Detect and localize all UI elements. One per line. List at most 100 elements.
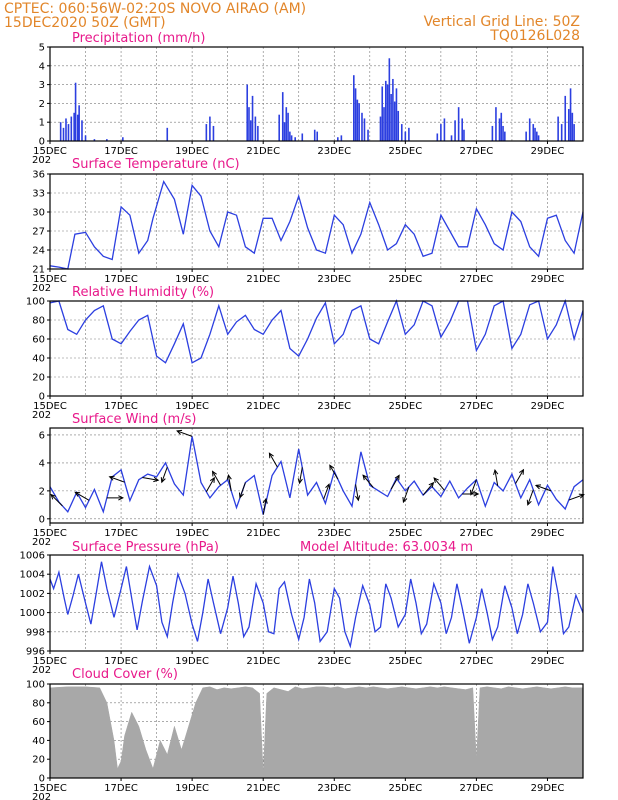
- precip-bar: [354, 88, 357, 141]
- precip-bar: [316, 131, 319, 141]
- y-tick-label: 100: [26, 680, 45, 691]
- wind-arrow: [239, 482, 246, 498]
- wind-arrow-head: [153, 476, 160, 483]
- precip-bar: [84, 135, 87, 141]
- precip-bar: [251, 95, 254, 141]
- wind-arrow-head: [74, 491, 81, 497]
- precip-bar: [313, 129, 316, 141]
- precip-bar: [294, 137, 296, 141]
- x-tick-label: 23DEC: [317, 656, 351, 667]
- wind-arrow-head: [428, 481, 435, 488]
- x-tick-label: 15DEC: [33, 656, 67, 667]
- precip-bar: [249, 120, 252, 141]
- panel-title: Precipitation (mm/h): [72, 31, 205, 46]
- wind-arrow-head: [473, 491, 480, 497]
- wind-arrow: [329, 465, 339, 480]
- x-tick-label: 29DEC: [531, 274, 565, 285]
- x-tick-label: 15DEC: [33, 783, 67, 794]
- precip-bar: [381, 86, 384, 141]
- x-tick-label: 21DEC: [246, 656, 280, 667]
- x-tick-label: 27DEC: [460, 146, 494, 157]
- x-tick-label: 15DEC: [33, 401, 67, 412]
- y-tick-label: 0: [39, 392, 45, 403]
- precip-bar: [463, 129, 465, 141]
- x-tick-label: 27DEC: [460, 274, 494, 285]
- precip-bar: [395, 88, 398, 141]
- panel-title: Surface Wind (m/s): [72, 412, 196, 427]
- panel-title: Surface Pressure (hPa): [72, 540, 219, 555]
- header-station: CPTEC: 060:56W-02:20S NOVO AIRAO (AM): [4, 1, 307, 17]
- wind-arrow-head: [534, 484, 542, 490]
- x-tick-label: 19DEC: [175, 783, 209, 794]
- x-tick-label: 25DEC: [388, 401, 422, 412]
- header-run-time: 15DEC2020 50Z (GMT): [4, 15, 166, 31]
- y-tick-label: 80: [32, 698, 45, 709]
- y-tick-label: 20: [32, 373, 45, 384]
- precip-bar: [390, 94, 392, 141]
- wind-arrow-head: [262, 497, 268, 504]
- precip-bar: [122, 137, 124, 141]
- precip-bar: [498, 118, 501, 141]
- precip-bar: [358, 103, 360, 141]
- precip-bar: [287, 112, 289, 141]
- x-tick-label: 17DEC: [104, 656, 138, 667]
- precip-bar: [67, 124, 70, 141]
- y-tick-label: 80: [32, 316, 45, 327]
- precip-bar: [246, 84, 249, 141]
- x-tick-label: 15DEC: [33, 274, 67, 285]
- header-grid-line: Vertical Grid Line: 50Z: [423, 14, 580, 30]
- y-tick-label: 60: [32, 335, 45, 346]
- precip-bar: [393, 101, 396, 141]
- precip-bar: [404, 131, 407, 141]
- precip-bar: [386, 84, 389, 141]
- x-tick-label: 23DEC: [317, 274, 351, 285]
- x-tick-label: 15DEC: [33, 528, 67, 539]
- precip-bar: [564, 95, 567, 141]
- x-tick-label: 21DEC: [246, 274, 280, 285]
- wind-arrow: [299, 467, 303, 484]
- precip-bar: [383, 107, 385, 141]
- wind-arrow-head: [118, 495, 125, 501]
- precip-bar: [337, 137, 339, 141]
- wind-arrow-head: [329, 464, 335, 471]
- x-tick-label: 17DEC: [104, 783, 138, 794]
- precip-bar: [62, 127, 65, 141]
- wind-arrow: [268, 453, 278, 468]
- x-tick-label: 27DEC: [460, 656, 494, 667]
- wind-arrow: [323, 484, 330, 500]
- y-tick-label: 2: [39, 486, 45, 497]
- series-line: [49, 436, 584, 515]
- panel-4: [47, 554, 584, 654]
- wind-arrow: [402, 486, 410, 503]
- precip-bar: [504, 131, 506, 141]
- wind-arrow: [205, 477, 215, 492]
- y-tick-label: 1: [39, 118, 45, 129]
- wind-arrow-head: [238, 492, 244, 499]
- wind-arrow-head: [355, 495, 361, 502]
- precip-bar: [569, 88, 572, 141]
- cloud-area: [49, 686, 584, 779]
- precip-bar: [500, 112, 503, 141]
- wind-arrow: [527, 489, 534, 505]
- precip-bar: [450, 135, 453, 141]
- precip-bar: [70, 116, 73, 141]
- precip-bar: [440, 124, 442, 141]
- wind-arrow: [422, 482, 434, 496]
- precip-bar: [278, 114, 280, 141]
- precip-bar: [166, 127, 169, 141]
- precip-bar: [59, 122, 62, 141]
- precip-bar: [65, 118, 67, 141]
- y-tick-label: 1002: [20, 589, 45, 600]
- precip-bar: [212, 125, 215, 141]
- x-tick-label: 19DEC: [175, 528, 209, 539]
- x-tick-label: 23DEC: [317, 401, 351, 412]
- wind-arrow: [142, 476, 159, 481]
- panel-frame: [49, 427, 584, 524]
- precip-bar: [573, 124, 575, 141]
- year-label: 202: [32, 537, 51, 548]
- wind-arrow: [161, 466, 168, 483]
- x-tick-label: 19DEC: [175, 656, 209, 667]
- panel-3: [47, 427, 585, 526]
- x-tick-label: 29DEC: [531, 528, 565, 539]
- wind-arrow: [535, 484, 552, 492]
